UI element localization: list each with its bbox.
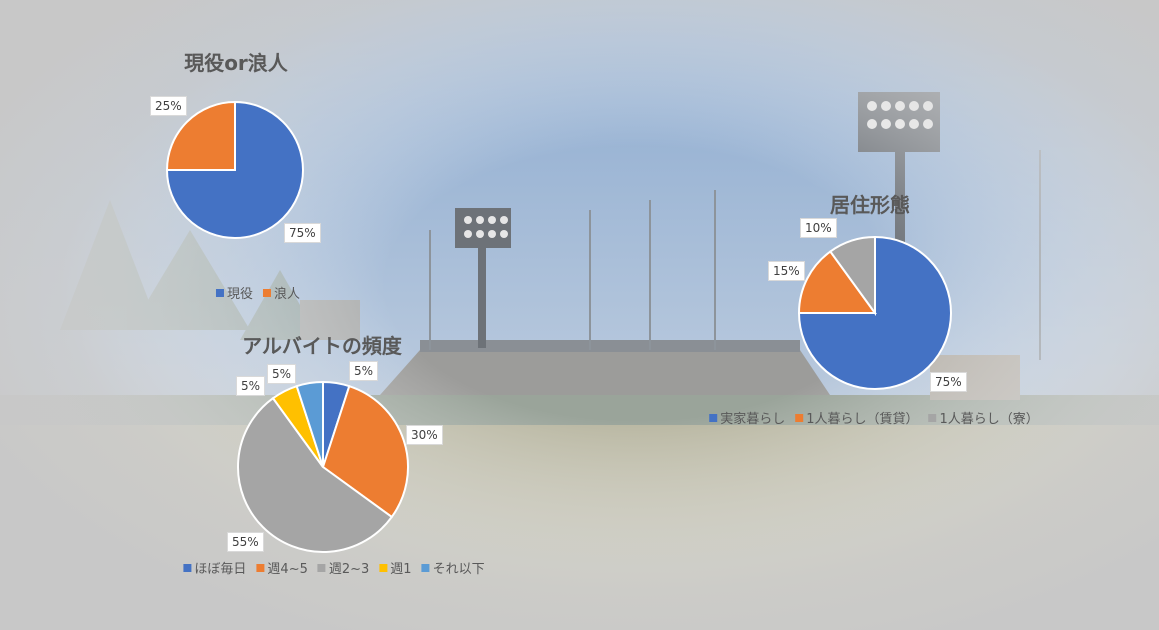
data-label: 15% bbox=[768, 261, 805, 281]
chart-title: 現役or浪人 bbox=[184, 51, 288, 75]
pie-slice bbox=[295, 380, 324, 468]
chart-title: 居住形態 bbox=[830, 193, 910, 217]
data-label: 5% bbox=[349, 361, 379, 381]
legend: 実家暮らし 1人暮らし（賃貸） 1人暮らし（寮） bbox=[709, 408, 1039, 427]
pie-slice bbox=[321, 384, 409, 519]
data-label: 5% bbox=[267, 364, 297, 384]
legend: ほぼ毎日 週4~5 週2~3 週1 それ以下 bbox=[183, 558, 485, 577]
data-label: 5% bbox=[236, 376, 266, 396]
pie-slice bbox=[797, 250, 877, 314]
legend-item: ほぼ毎日 bbox=[183, 558, 246, 577]
legend-item: 1人暮らし（寮） bbox=[928, 408, 1039, 427]
pie-slice bbox=[828, 235, 876, 317]
legend-item: 週2~3 bbox=[317, 558, 369, 577]
legend-item: 現役 bbox=[215, 283, 253, 302]
data-label: 30% bbox=[406, 425, 443, 445]
legend-item: それ以下 bbox=[421, 558, 485, 577]
pie-slice bbox=[237, 396, 394, 553]
pie-slice bbox=[797, 235, 952, 390]
legend: 現役 浪人 bbox=[215, 283, 300, 302]
chart-title: アルバイトの頻度 bbox=[242, 334, 402, 358]
legend-item: 1人暮らし（賃貸） bbox=[795, 408, 919, 427]
data-label: 10% bbox=[800, 218, 837, 238]
legend-item: 実家暮らし bbox=[709, 408, 785, 427]
legend-item: 浪人 bbox=[263, 283, 300, 302]
legend-item: 週1 bbox=[379, 558, 412, 577]
data-label: 55% bbox=[227, 532, 264, 552]
pie-slice bbox=[165, 100, 304, 239]
pie-slice bbox=[165, 100, 236, 171]
data-label: 75% bbox=[284, 223, 321, 243]
legend-item: 週4~5 bbox=[256, 558, 308, 577]
data-label: 75% bbox=[930, 372, 967, 392]
data-label: 25% bbox=[150, 96, 187, 116]
